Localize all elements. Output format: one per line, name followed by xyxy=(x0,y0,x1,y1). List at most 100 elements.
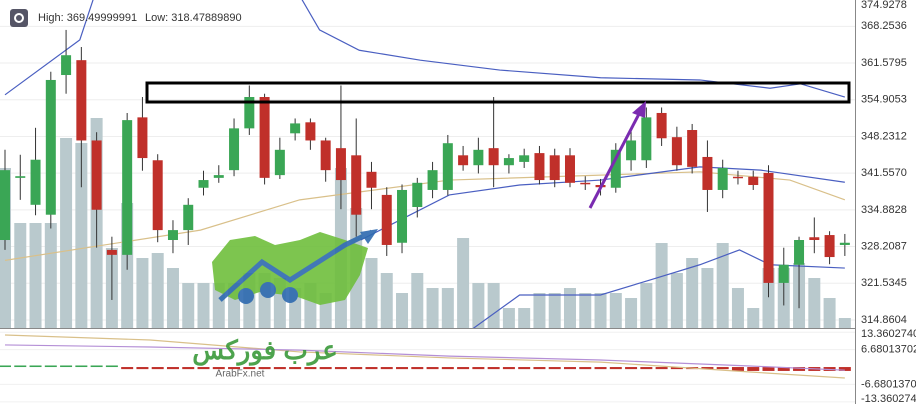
y-tick-label: 334.8828 xyxy=(861,204,907,216)
macd-bar xyxy=(258,367,271,370)
macd-bar xyxy=(228,367,241,370)
candle-body xyxy=(366,171,377,188)
macd-bar xyxy=(121,367,134,370)
macd-bar xyxy=(579,367,592,370)
macd-bar xyxy=(29,365,42,368)
macd-bar xyxy=(502,367,515,370)
candle-body xyxy=(213,175,224,178)
macd-bar xyxy=(457,367,470,370)
gear-icon xyxy=(14,13,24,23)
y-tick-label: 321.5345 xyxy=(861,277,907,289)
macd-bar xyxy=(197,367,210,370)
macd-bar xyxy=(670,367,683,370)
macd-bar xyxy=(762,367,775,371)
macd-bar xyxy=(625,367,638,370)
annotation-box xyxy=(145,81,851,104)
macd-bar xyxy=(609,367,622,370)
candle-body xyxy=(839,242,850,245)
candle-body xyxy=(183,204,194,231)
macd-bar xyxy=(90,365,103,368)
logo: عرب فوركس ArabFx.net xyxy=(192,229,378,380)
volume-bar xyxy=(701,268,714,328)
volume-bar xyxy=(182,283,195,328)
volume-bar xyxy=(670,273,683,328)
volume-bar xyxy=(75,143,88,328)
volume-bar xyxy=(594,293,607,328)
volume-bar xyxy=(44,223,57,328)
volume-bar xyxy=(518,308,531,328)
y-tick-label: 368.2536 xyxy=(861,20,907,32)
macd-bar xyxy=(793,367,806,371)
candle-body xyxy=(30,159,41,205)
macd-bar xyxy=(655,367,668,370)
macd-bar xyxy=(0,365,11,368)
candle-body xyxy=(152,160,163,231)
volume-bar xyxy=(457,238,470,328)
volume-bar xyxy=(365,258,378,328)
volume-bar xyxy=(411,273,424,328)
macd-bar xyxy=(212,367,225,370)
volume-bar xyxy=(380,273,393,328)
candle-body xyxy=(671,137,682,166)
macd-bar xyxy=(594,367,607,370)
overlay-line xyxy=(4,0,846,98)
macd-bar xyxy=(334,367,347,370)
macd-bar xyxy=(731,367,744,371)
macd-line xyxy=(4,334,845,379)
macd-bar xyxy=(14,365,27,368)
macd-bar xyxy=(243,367,256,370)
candle-body xyxy=(320,140,331,171)
candle-body xyxy=(824,235,835,258)
candle-body xyxy=(778,264,789,283)
annotation-arrow xyxy=(588,101,646,209)
candle-body xyxy=(305,122,316,141)
settings-button[interactable] xyxy=(10,9,28,27)
low-stat: Low: 318.47889890 xyxy=(145,12,242,24)
volume-bar xyxy=(609,293,622,328)
candle-layer xyxy=(0,29,850,309)
candle-body xyxy=(687,130,698,167)
candle-body xyxy=(259,97,270,178)
macd-bar xyxy=(563,367,576,370)
candle-body xyxy=(137,117,148,159)
volume-bar xyxy=(197,283,210,328)
candle-body xyxy=(519,155,530,162)
candle-body xyxy=(351,155,362,215)
macd-bar xyxy=(518,367,531,370)
macd-bar xyxy=(166,367,179,370)
candle-body xyxy=(61,55,72,76)
candle-body xyxy=(0,170,10,241)
volume-bar xyxy=(838,318,851,328)
volume-bar xyxy=(396,293,409,328)
volume-bar xyxy=(731,288,744,328)
volume-bar xyxy=(136,258,149,328)
macd-bar xyxy=(304,367,317,370)
macd-bar xyxy=(136,367,149,370)
candle-body xyxy=(229,128,240,171)
macd-bar xyxy=(838,367,851,371)
macd-bar xyxy=(548,367,561,370)
candle-body xyxy=(381,194,392,245)
y2-tick-label: 13.3602740 xyxy=(861,328,916,340)
candle-body xyxy=(732,176,743,179)
candle-body xyxy=(167,230,178,241)
candle-body xyxy=(122,120,133,255)
volume-bar xyxy=(29,223,42,328)
volume-bar xyxy=(808,278,821,328)
macd-bar xyxy=(701,367,714,370)
candle-body xyxy=(549,155,560,181)
y-tick-label: 361.5795 xyxy=(861,57,907,69)
candle-body xyxy=(473,149,484,166)
macd-bar xyxy=(472,367,485,370)
macd-bar xyxy=(411,367,424,370)
candle-body xyxy=(564,155,575,183)
high-stat: High: 369.49999991 xyxy=(38,12,137,24)
candle-body xyxy=(91,140,102,210)
candle-body xyxy=(534,153,545,181)
macd-bar xyxy=(273,367,286,370)
candle-body xyxy=(290,123,301,134)
candle-body xyxy=(15,176,26,178)
volume-bar xyxy=(655,243,668,328)
y-tick-label: 314.8604 xyxy=(861,314,907,326)
